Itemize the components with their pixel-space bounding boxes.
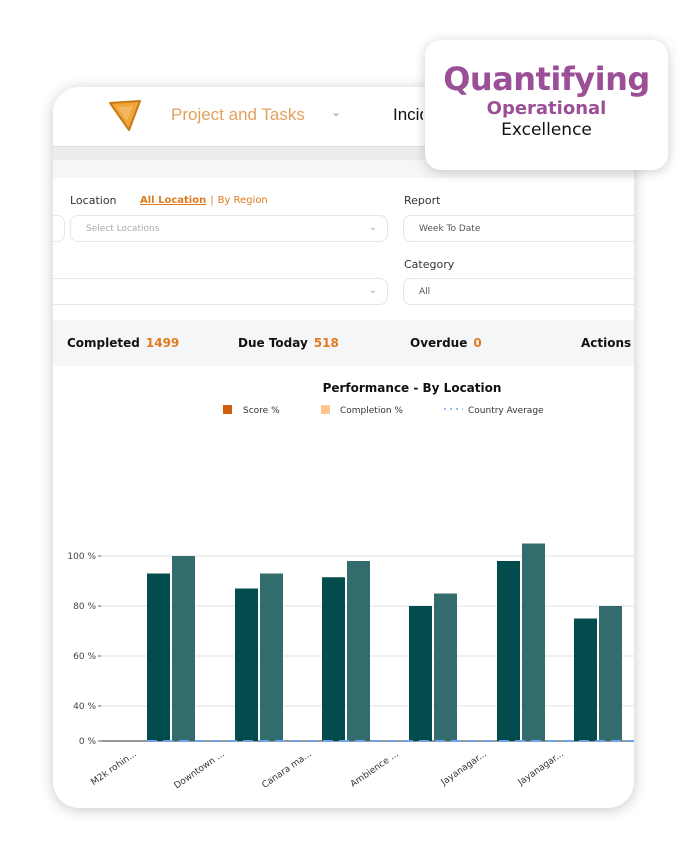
stat-label: Actions (581, 336, 632, 350)
app-logo-icon (109, 100, 141, 131)
legend-swatch-score (223, 405, 232, 414)
secondary-select[interactable]: ⌄ (53, 278, 388, 305)
legend-swatch-completion (321, 405, 330, 414)
x-tick-label: Jayanagar... (439, 749, 489, 788)
bar-completion[interactable] (260, 573, 283, 742)
y-tick-label: 100 % (67, 552, 96, 562)
bar-completion[interactable] (599, 606, 622, 741)
x-tick-label: Canara ma... (260, 749, 313, 790)
y-tick-label: 40 % (73, 702, 96, 712)
bar-score[interactable] (147, 573, 170, 742)
nav-incidents[interactable]: Incidents (393, 105, 423, 124)
dashboard-card: Project and Tasks ⌄ Incidents Location A… (53, 87, 634, 808)
chevron-down-icon: ⌄ (368, 222, 377, 233)
chart-legend: Score % Completion % Country Average (223, 405, 544, 416)
bar-score[interactable] (574, 618, 597, 742)
badge-line-2: Operational (486, 98, 607, 119)
callout-badge: Quantifying Operational Excellence (425, 40, 668, 170)
bar-score[interactable] (322, 577, 345, 741)
stat-label: Overdue (410, 336, 468, 350)
stat-value: 0 (473, 336, 482, 350)
x-tick-label: M2k rohin... (90, 749, 139, 788)
x-tick-label: Jayanagar... (516, 749, 566, 788)
bar-completion[interactable] (434, 593, 457, 742)
performance-chart: Performance - By Location Score % Comple… (67, 381, 634, 791)
location-select[interactable]: Select Locations ⌄ (70, 215, 388, 242)
stat-due-today[interactable]: Due Today 518 (238, 336, 339, 350)
stat-label: Completed (67, 336, 140, 350)
location-mode-links: All Location | By Region (140, 195, 268, 206)
legend-completion[interactable]: Completion % (340, 406, 403, 416)
location-label: Location (70, 194, 117, 207)
bar-score[interactable] (497, 561, 520, 741)
report-value: Week To Date (419, 224, 481, 234)
stat-label: Due Today (238, 336, 308, 350)
bar-completion[interactable] (522, 543, 545, 742)
y-tick-label: 80 % (73, 602, 96, 612)
stat-completed[interactable]: Completed 1499 (67, 336, 179, 350)
separator: | (210, 195, 214, 206)
chevron-down-icon: ⌄ (368, 285, 377, 296)
stat-value: 518 (313, 336, 339, 350)
legend-score[interactable]: Score % (243, 406, 280, 416)
nav-project-tasks[interactable]: Project and Tasks (171, 105, 305, 124)
stat-overdue[interactable]: Overdue 0 (410, 336, 482, 350)
badge-line-3: Excellence (501, 120, 592, 140)
bar-completion[interactable] (347, 561, 370, 741)
legend-country-average[interactable]: Country Average (468, 406, 544, 416)
chart-title: Performance - By Location (323, 381, 502, 395)
chevron-down-icon[interactable]: ⌄ (331, 105, 342, 119)
x-tick-label: Ambience ... (349, 749, 401, 789)
all-location-link[interactable]: All Location (140, 195, 207, 206)
bar-score[interactable] (409, 606, 432, 741)
location-placeholder: Select Locations (86, 224, 160, 234)
stats-bar: Completed 1499 Due Today 518 Overdue 0 Acti… (53, 320, 634, 366)
category-value: All (419, 287, 431, 297)
bar-completion[interactable] (172, 556, 195, 741)
report-select[interactable]: Week To Date (403, 215, 634, 242)
bar-score[interactable] (235, 588, 258, 742)
x-tick-label: Downtown ... (173, 749, 227, 791)
by-region-link[interactable]: By Region (217, 195, 268, 206)
stat-value: 1499 (145, 336, 180, 350)
category-label: Category (404, 258, 455, 271)
stat-actions[interactable]: Actions (581, 336, 631, 350)
report-label: Report (404, 194, 441, 207)
badge-line-1: Quantifying (443, 60, 650, 98)
y-tick-label: 0 % (79, 737, 97, 747)
y-tick-label: 60 % (73, 652, 96, 662)
category-select[interactable]: All (403, 278, 634, 305)
left-select-edge[interactable] (53, 215, 65, 242)
